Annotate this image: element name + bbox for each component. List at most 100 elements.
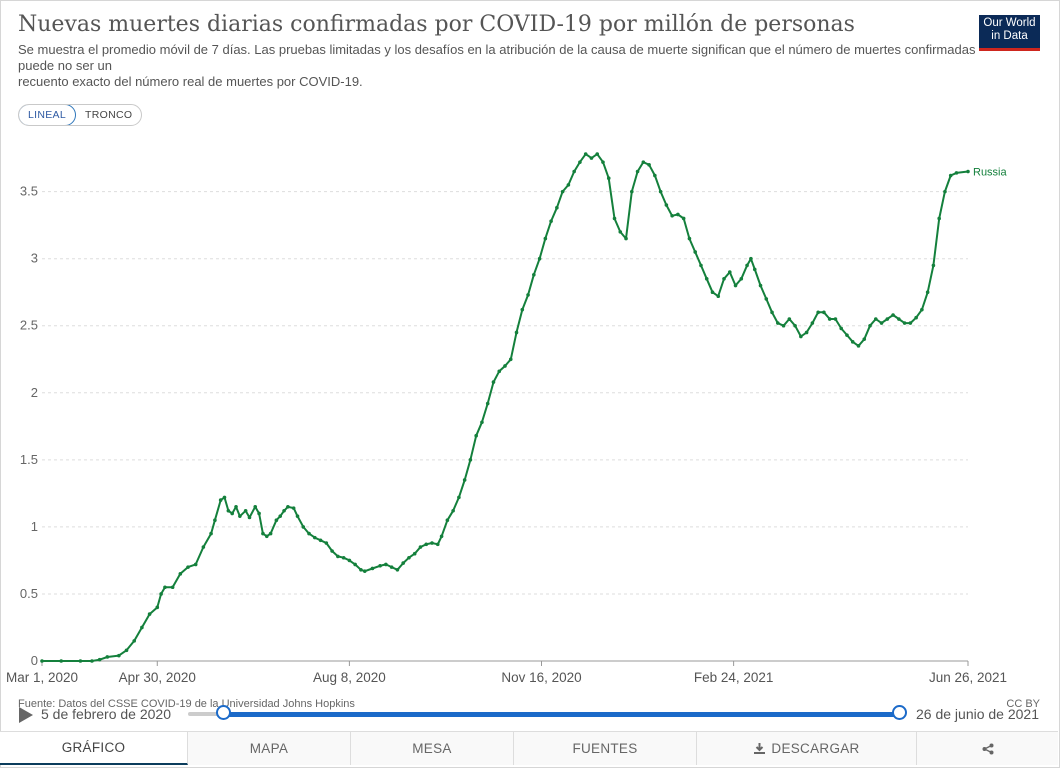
log-scale-option[interactable]: TRONCO bbox=[85, 109, 133, 121]
data-point bbox=[776, 321, 780, 325]
data-point bbox=[833, 317, 838, 321]
data-point bbox=[885, 317, 890, 321]
data-point bbox=[532, 272, 536, 277]
data-point bbox=[497, 369, 502, 374]
data-point bbox=[503, 364, 507, 368]
data-point bbox=[341, 555, 346, 560]
data-point bbox=[147, 612, 152, 616]
data-point bbox=[687, 236, 692, 241]
data-point bbox=[716, 294, 721, 299]
data-point bbox=[132, 639, 137, 643]
tab-table[interactable]: MESA bbox=[351, 732, 514, 765]
data-point bbox=[722, 277, 726, 281]
data-point bbox=[407, 555, 411, 560]
data-point bbox=[474, 433, 478, 438]
series-line-russia bbox=[42, 153, 969, 662]
data-point bbox=[781, 323, 786, 328]
data-point bbox=[850, 340, 855, 344]
data-point bbox=[324, 541, 329, 545]
data-point bbox=[664, 203, 669, 207]
data-point bbox=[193, 562, 198, 567]
timeline-end-label: 26 de junio de 2021 bbox=[916, 706, 1039, 722]
data-point bbox=[816, 310, 820, 315]
data-point bbox=[230, 511, 234, 516]
data-point bbox=[537, 256, 542, 261]
data-point bbox=[647, 163, 651, 167]
data-point bbox=[353, 562, 357, 567]
data-point bbox=[787, 317, 792, 321]
data-point bbox=[105, 655, 110, 659]
data-point bbox=[430, 541, 434, 545]
data-point bbox=[318, 538, 323, 543]
data-point bbox=[439, 534, 444, 539]
data-point bbox=[566, 183, 571, 187]
data-point bbox=[226, 509, 231, 513]
data-point bbox=[555, 205, 559, 210]
data-point bbox=[804, 330, 809, 335]
play-icon[interactable] bbox=[19, 707, 33, 723]
data-point bbox=[178, 572, 183, 576]
data-point bbox=[412, 551, 417, 556]
series-layer: Russia bbox=[40, 152, 1008, 663]
data-point bbox=[583, 152, 588, 156]
timeline-selection bbox=[223, 712, 900, 717]
data-point bbox=[291, 506, 296, 510]
source-note[interactable]: Fuente: Datos del CSSE COVID-19 de la Un… bbox=[18, 698, 355, 710]
data-point bbox=[253, 504, 258, 509]
line-chart: 0 0.5 1 1.5 2 2.5 3 3.5 Mar 1, 2020 Apr 30, 2020 A… bbox=[6, 152, 1008, 685]
data-point bbox=[629, 189, 634, 194]
scale-toggle: LINEAL TRONCO bbox=[18, 104, 143, 126]
data-point bbox=[526, 293, 530, 297]
license-badge[interactable]: CC BY bbox=[1006, 698, 1040, 710]
data-point bbox=[282, 509, 286, 513]
x-tick-label: Apr 30, 2020 bbox=[119, 670, 196, 685]
data-point bbox=[758, 283, 763, 288]
axis-layer: 0 0.5 1 1.5 2 2.5 3 3.5 Mar 1, 2020 Apr 30, 2020 A… bbox=[6, 184, 1007, 685]
data-point bbox=[238, 514, 242, 518]
timeline-start-handle[interactable] bbox=[216, 705, 231, 720]
data-point bbox=[810, 321, 815, 325]
data-point bbox=[485, 401, 490, 406]
download-icon bbox=[754, 743, 766, 754]
data-point bbox=[891, 313, 895, 317]
data-point bbox=[793, 323, 797, 328]
data-point bbox=[395, 568, 400, 572]
data-point bbox=[159, 592, 163, 596]
tab-sources[interactable]: FUENTES bbox=[514, 732, 697, 765]
data-point bbox=[257, 511, 261, 516]
data-point bbox=[641, 160, 646, 164]
data-point bbox=[384, 562, 388, 567]
data-point bbox=[163, 585, 167, 590]
data-point bbox=[908, 321, 913, 325]
linear-scale-option[interactable]: LINEAL bbox=[19, 105, 76, 125]
tab-share[interactable] bbox=[917, 732, 1058, 765]
tab-bar: GRÁFICO MAPA MESA FUENTES DESCARGAR bbox=[0, 731, 1058, 765]
data-point bbox=[209, 531, 213, 536]
data-point bbox=[845, 333, 849, 337]
timeline-end-handle[interactable] bbox=[892, 705, 907, 720]
data-point bbox=[635, 169, 640, 174]
data-point bbox=[897, 317, 901, 321]
tab-download[interactable]: DESCARGAR bbox=[697, 732, 917, 765]
data-point bbox=[693, 250, 697, 254]
data-point bbox=[418, 545, 423, 549]
x-tick-label: Jun 26, 2021 bbox=[929, 670, 1007, 685]
tab-chart[interactable]: GRÁFICO bbox=[0, 732, 188, 765]
data-point bbox=[920, 307, 924, 312]
data-point bbox=[948, 173, 953, 178]
data-point bbox=[378, 563, 382, 568]
y-tick-label: 2.5 bbox=[20, 318, 38, 333]
data-point bbox=[359, 568, 363, 572]
data-point bbox=[186, 565, 190, 569]
data-point bbox=[491, 380, 496, 384]
logo-line-2: in Data bbox=[991, 30, 1028, 42]
share-icon bbox=[982, 743, 993, 754]
tab-map[interactable]: MAPA bbox=[188, 732, 351, 765]
data-point bbox=[914, 315, 918, 320]
owid-logo[interactable]: Our World in Data bbox=[979, 15, 1040, 51]
data-point bbox=[879, 321, 884, 325]
tab-table-label: MESA bbox=[412, 741, 452, 756]
data-point bbox=[937, 216, 941, 221]
data-point bbox=[401, 561, 405, 565]
data-point bbox=[307, 531, 311, 536]
